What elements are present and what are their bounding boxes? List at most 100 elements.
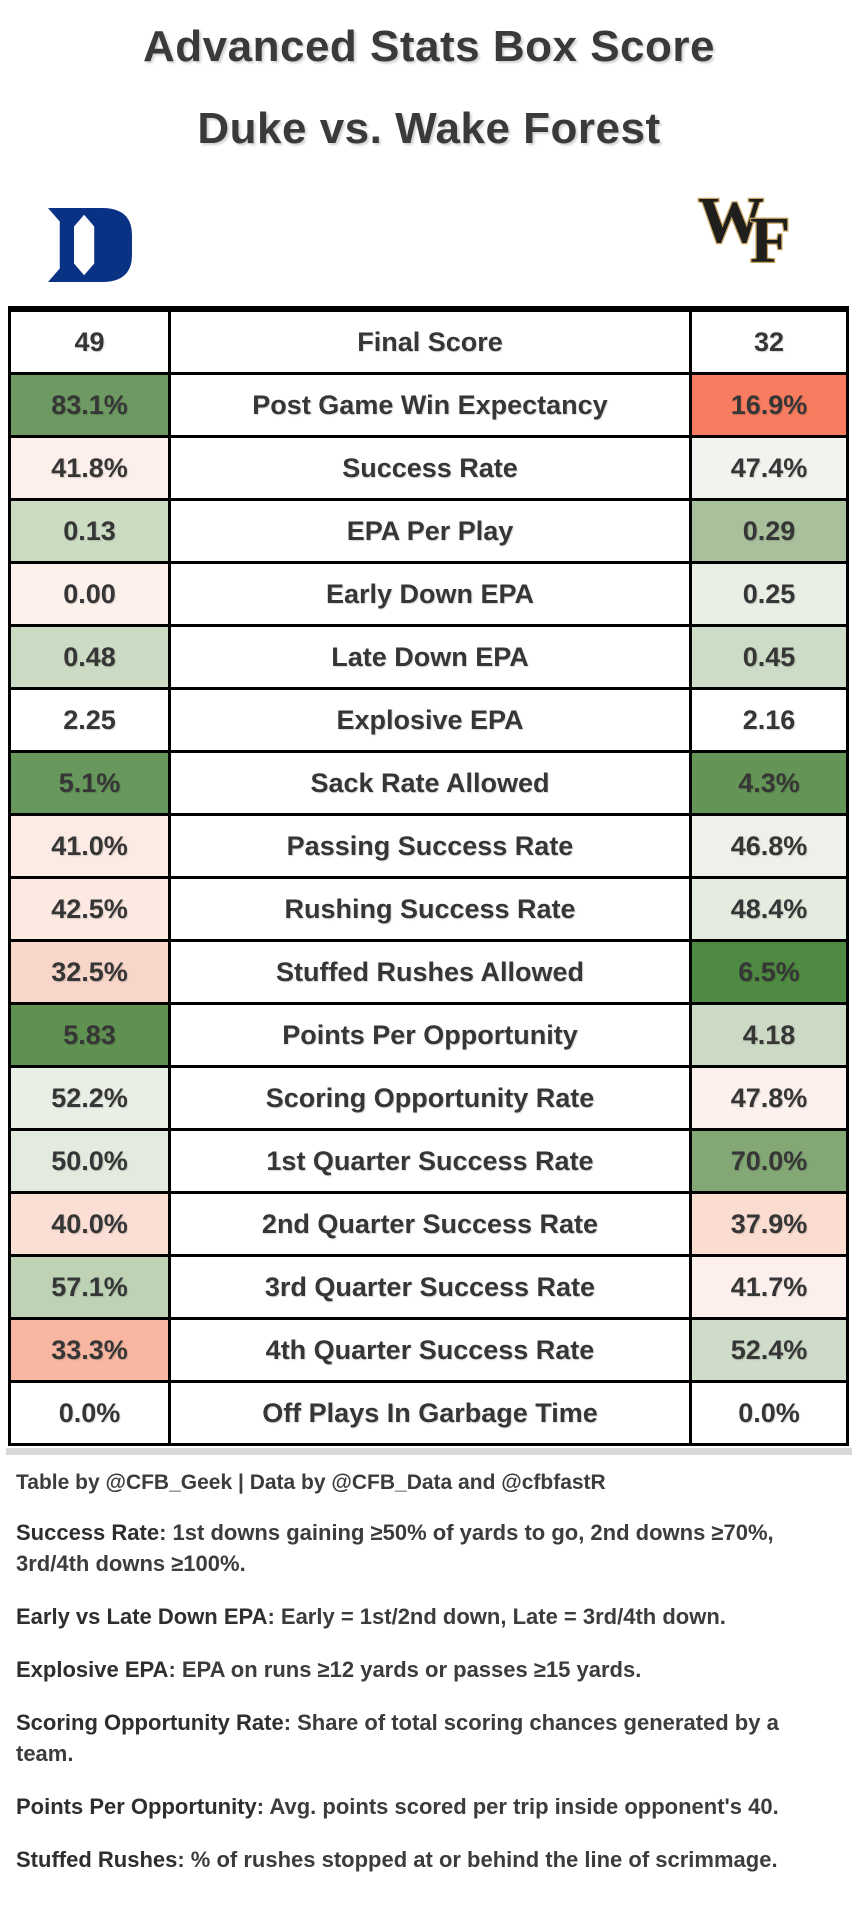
stat-name-cell: Scoring Opportunity Rate bbox=[168, 1065, 692, 1131]
wake-forest-value-cell: 32 bbox=[689, 307, 849, 375]
duke-value-cell: 5.83 bbox=[8, 1002, 171, 1068]
advanced-stats-table: 49 Final Score 32 83.1% Post Game Win Expect… bbox=[8, 306, 849, 1446]
duke-value-cell: 42.5% bbox=[8, 876, 171, 942]
stat-row: 50.0% 1st Quarter Success Rate 70.0% bbox=[8, 1128, 849, 1194]
duke-value-cell: 52.2% bbox=[8, 1065, 171, 1131]
duke-value-cell: 2.25 bbox=[8, 687, 171, 753]
stat-name-cell: Off Plays In Garbage Time bbox=[168, 1380, 692, 1446]
credit-line: Table by @CFB_Geek | Data by @CFB_Data a… bbox=[16, 1471, 606, 1494]
stat-name-cell: Rushing Success Rate bbox=[168, 876, 692, 942]
stat-definition-term: Explosive EPA bbox=[16, 1657, 169, 1682]
duke-value-cell: 41.0% bbox=[8, 813, 171, 879]
duke-value-cell: 40.0% bbox=[8, 1191, 171, 1257]
stat-definition-text: : % of rushes stopped at or behind the l… bbox=[177, 1847, 778, 1872]
duke-value-cell: 5.1% bbox=[8, 750, 171, 816]
wake-forest-value-cell: 48.4% bbox=[689, 876, 849, 942]
stat-definition: Explosive EPA: EPA on runs ≥12 yards or … bbox=[16, 1654, 838, 1685]
stat-name-cell: Post Game Win Expectancy bbox=[168, 372, 692, 438]
duke-value-cell: 50.0% bbox=[8, 1128, 171, 1194]
wake-forest-value-cell: 0.0% bbox=[689, 1380, 849, 1446]
stat-definition-term: Early vs Late Down EPA bbox=[16, 1604, 268, 1629]
stat-name-cell: 4th Quarter Success Rate bbox=[168, 1317, 692, 1383]
wake-forest-value-cell: 46.8% bbox=[689, 813, 849, 879]
stat-name-cell: Stuffed Rushes Allowed bbox=[168, 939, 692, 1005]
stat-row: 83.1% Post Game Win Expectancy 16.9% bbox=[8, 372, 849, 438]
stat-definition: Scoring Opportunity Rate: Share of total… bbox=[16, 1707, 838, 1769]
stat-definition-term: Stuffed Rushes bbox=[16, 1847, 178, 1872]
table-footer-divider bbox=[6, 1448, 852, 1455]
stat-row: 0.13 EPA Per Play 0.29 bbox=[8, 498, 849, 564]
stat-row: 5.1% Sack Rate Allowed 4.3% bbox=[8, 750, 849, 816]
wake-forest-value-cell: 52.4% bbox=[689, 1317, 849, 1383]
stat-definition-text: : 1st downs gaining ≥50% of yards to go,… bbox=[16, 1520, 774, 1576]
wake-forest-value-cell: 4.18 bbox=[689, 1002, 849, 1068]
duke-value-cell: 0.13 bbox=[8, 498, 171, 564]
stat-name-cell: Explosive EPA bbox=[168, 687, 692, 753]
stat-definition: Early vs Late Down EPA: Early = 1st/2nd … bbox=[16, 1601, 838, 1632]
duke-value-cell: 33.3% bbox=[8, 1317, 171, 1383]
stat-row: 41.0% Passing Success Rate 46.8% bbox=[8, 813, 849, 879]
duke-value-cell: 57.1% bbox=[8, 1254, 171, 1320]
team-logos-row: W F bbox=[0, 164, 858, 282]
wake-forest-value-cell: 16.9% bbox=[689, 372, 849, 438]
wake-forest-wf-monogram-icon: W F bbox=[696, 178, 806, 279]
duke-value-cell: 83.1% bbox=[8, 372, 171, 438]
stats-table-body: 49 Final Score 32 83.1% Post Game Win Expect… bbox=[8, 307, 849, 1446]
svg-text:F: F bbox=[750, 204, 790, 274]
stat-row: 49 Final Score 32 bbox=[8, 307, 849, 375]
stat-name-cell: Sack Rate Allowed bbox=[168, 750, 692, 816]
stat-definition-term: Points Per Opportunity bbox=[16, 1794, 257, 1819]
stat-name-cell: EPA Per Play bbox=[168, 498, 692, 564]
duke-value-cell: 0.0% bbox=[8, 1380, 171, 1446]
stat-row: 0.0% Off Plays In Garbage Time 0.0% bbox=[8, 1380, 849, 1446]
stat-definition-text: : EPA on runs ≥12 yards or passes ≥15 ya… bbox=[168, 1657, 642, 1682]
wake-forest-value-cell: 0.25 bbox=[689, 561, 849, 627]
wake-forest-value-cell: 0.29 bbox=[689, 498, 849, 564]
box-score-page: Advanced Stats Box Score Duke vs. Wake F… bbox=[0, 12, 858, 1875]
page-title-line1: Advanced Stats Box Score bbox=[143, 22, 715, 71]
stat-row: 2.25 Explosive EPA 2.16 bbox=[8, 687, 849, 753]
stat-name-cell: Late Down EPA bbox=[168, 624, 692, 690]
wake-forest-value-cell: 47.4% bbox=[689, 435, 849, 501]
stat-definition-text: : Early = 1st/2nd down, Late = 3rd/4th d… bbox=[267, 1604, 726, 1629]
duke-value-cell: 41.8% bbox=[8, 435, 171, 501]
wake-forest-value-cell: 6.5% bbox=[689, 939, 849, 1005]
wake-forest-value-cell: 2.16 bbox=[689, 687, 849, 753]
duke-value-cell: 0.48 bbox=[8, 624, 171, 690]
stat-row: 52.2% Scoring Opportunity Rate 47.8% bbox=[8, 1065, 849, 1131]
duke-block-d-icon bbox=[48, 208, 132, 287]
wake-forest-value-cell: 41.7% bbox=[689, 1254, 849, 1320]
wake-forest-value-cell: 0.45 bbox=[689, 624, 849, 690]
stat-name-cell: Points Per Opportunity bbox=[168, 1002, 692, 1068]
stat-definition: Success Rate: 1st downs gaining ≥50% of … bbox=[16, 1517, 838, 1579]
stat-row: 40.0% 2nd Quarter Success Rate 37.9% bbox=[8, 1191, 849, 1257]
duke-value-cell: 32.5% bbox=[8, 939, 171, 1005]
page-title-line2: Duke vs. Wake Forest bbox=[197, 104, 661, 153]
stat-definitions: Success Rate: 1st downs gaining ≥50% of … bbox=[16, 1517, 842, 1875]
stat-definition: Stuffed Rushes: % of rushes stopped at o… bbox=[16, 1844, 838, 1875]
stat-definition-term: Success Rate bbox=[16, 1520, 160, 1545]
svg-text:W: W bbox=[698, 184, 764, 257]
stat-row: 0.48 Late Down EPA 0.45 bbox=[8, 624, 849, 690]
stat-row: 5.83 Points Per Opportunity 4.18 bbox=[8, 1002, 849, 1068]
stat-row: 41.8% Success Rate 47.4% bbox=[8, 435, 849, 501]
stat-name-cell: Success Rate bbox=[168, 435, 692, 501]
stat-definition-text: : Share of total scoring chances generat… bbox=[16, 1710, 779, 1766]
stat-name-cell: Passing Success Rate bbox=[168, 813, 692, 879]
wake-forest-value-cell: 37.9% bbox=[689, 1191, 849, 1257]
footnotes-section: Table by @CFB_Geek | Data by @CFB_Data a… bbox=[0, 1471, 858, 1875]
stat-definition: Points Per Opportunity: Avg. points scor… bbox=[16, 1791, 838, 1822]
duke-value-cell: 49 bbox=[8, 307, 171, 375]
stat-name-cell: 3rd Quarter Success Rate bbox=[168, 1254, 692, 1320]
stat-name-cell: Final Score bbox=[168, 307, 692, 375]
stat-row: 33.3% 4th Quarter Success Rate 52.4% bbox=[8, 1317, 849, 1383]
stat-definition-term: Scoring Opportunity Rate bbox=[16, 1710, 284, 1735]
stat-definition-text: : Avg. points scored per trip inside opp… bbox=[256, 1794, 779, 1819]
stat-name-cell: 2nd Quarter Success Rate bbox=[168, 1191, 692, 1257]
stat-row: 32.5% Stuffed Rushes Allowed 6.5% bbox=[8, 939, 849, 1005]
stat-row: 57.1% 3rd Quarter Success Rate 41.7% bbox=[8, 1254, 849, 1320]
duke-value-cell: 0.00 bbox=[8, 561, 171, 627]
stat-name-cell: 1st Quarter Success Rate bbox=[168, 1128, 692, 1194]
stat-row: 42.5% Rushing Success Rate 48.4% bbox=[8, 876, 849, 942]
wake-forest-value-cell: 4.3% bbox=[689, 750, 849, 816]
